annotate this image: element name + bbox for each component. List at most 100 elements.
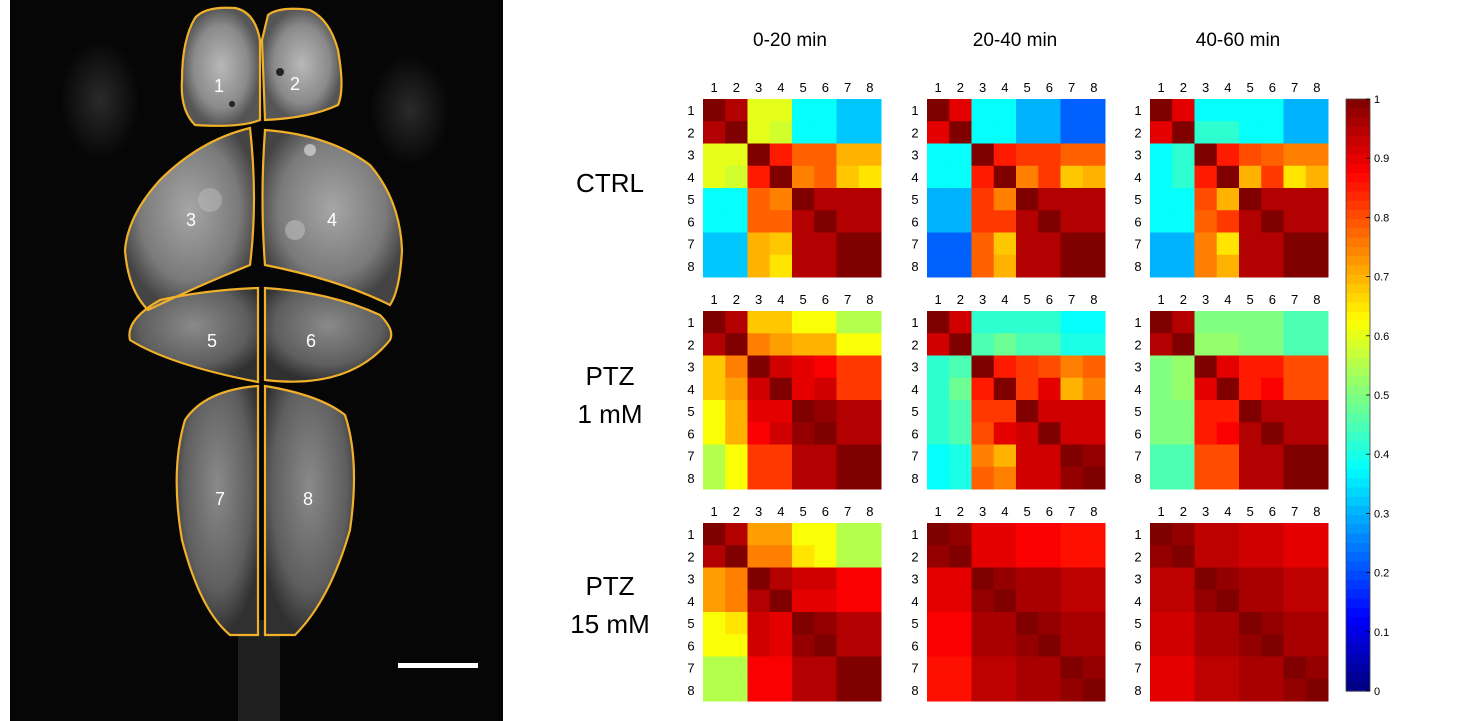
heatmap-cell (1194, 210, 1218, 233)
heatmap-cell (814, 545, 837, 568)
heatmap-cell (836, 188, 860, 211)
heatmap-cell (1216, 400, 1240, 423)
heatmap-cell (814, 143, 837, 167)
heatmap-cell (1194, 466, 1218, 490)
heatmap-cell (971, 143, 995, 167)
heatmap-cell (1216, 121, 1240, 144)
colorbar-segment (1346, 311, 1370, 322)
y-tick-label: 3 (911, 148, 918, 163)
y-tick-label: 6 (911, 214, 918, 229)
heatmap-cell (949, 678, 972, 702)
heatmap-cell (747, 589, 771, 613)
heatmap-cell (814, 400, 837, 423)
heatmap-cell (927, 143, 950, 167)
region-label: 7 (215, 489, 225, 509)
heatmap-cell (927, 612, 950, 635)
heatmap-cell (949, 377, 972, 401)
heatmap-cell (1194, 444, 1218, 468)
heatmap-cell (747, 333, 771, 356)
x-tick-label: 7 (1291, 80, 1298, 95)
heatmap-cell (1038, 612, 1061, 635)
heatmap-cell (1172, 355, 1195, 379)
heatmap-cell (949, 311, 972, 334)
heatmap-cell (1060, 210, 1084, 233)
heatmap-cell (792, 121, 815, 144)
heatmap-cell (1172, 311, 1195, 334)
heatmap-cell (1172, 210, 1195, 233)
heatmap-cell (858, 333, 882, 356)
heatmap-cell (1283, 567, 1307, 591)
colorbar-segment (1346, 672, 1370, 683)
heatmap-cell (836, 466, 860, 490)
heatmap-cell (1038, 188, 1061, 211)
heatmap-cell (971, 333, 995, 356)
x-tick-label: 2 (957, 504, 964, 519)
x-tick-label: 3 (979, 80, 986, 95)
heatmap-cell (703, 444, 726, 468)
x-tick-label: 6 (1046, 504, 1053, 519)
region-label: 3 (186, 210, 196, 230)
x-tick-label: 7 (1068, 504, 1075, 519)
colorbar-segment (1346, 219, 1370, 230)
colorbar-segment (1346, 524, 1370, 535)
heatmap-cell (814, 377, 837, 401)
heatmap-cell (1261, 589, 1284, 613)
x-tick-label: 2 (957, 80, 964, 95)
heatmap-cell (747, 466, 771, 490)
heatmap-cell (1016, 545, 1039, 568)
x-tick-label: 5 (800, 80, 807, 95)
x-tick-label: 6 (1269, 504, 1276, 519)
heatmap-cell (1283, 99, 1307, 122)
heatmap-cell (703, 355, 726, 379)
heatmap-cell (1082, 589, 1106, 613)
heatmap-cell (1060, 377, 1084, 401)
heatmap-cell (1261, 656, 1284, 680)
colorbar-segment (1346, 191, 1370, 202)
heatmap-cell (747, 355, 771, 379)
heatmap-cell (1172, 232, 1195, 256)
heatmap-cell (792, 612, 815, 635)
heatmap-cell (1239, 678, 1262, 702)
heatmap-cell (792, 656, 815, 680)
heatmap-cell (1283, 333, 1307, 356)
heatmap-cell (927, 567, 950, 591)
x-tick-label: 8 (1313, 80, 1320, 95)
heatmap-cell (703, 589, 726, 613)
heatmap-cell (1082, 400, 1106, 423)
y-tick-label: 1 (687, 315, 694, 330)
heatmap-cell (1305, 311, 1329, 334)
heatmap-cell (1172, 589, 1195, 613)
heatmap-cell (1016, 377, 1039, 401)
heatmap-cell (814, 523, 837, 546)
heatmap-cell (949, 466, 972, 490)
heatmap-cell (1216, 355, 1240, 379)
heatmap-cell (1283, 466, 1307, 490)
row-header: PTZ 15 mM (550, 567, 670, 643)
heatmap-cell (949, 444, 972, 468)
heatmap-cell (1082, 143, 1106, 167)
heatmap-cell (1082, 656, 1106, 680)
heatmap-cell (1283, 545, 1307, 568)
x-tick-label: 7 (844, 80, 851, 95)
heatmap-cell (703, 254, 726, 278)
heatmap-cell (703, 422, 726, 445)
heatmap-cell (747, 545, 771, 568)
x-tick-label: 4 (1224, 504, 1231, 519)
x-tick-label: 8 (1090, 292, 1097, 307)
colorbar-segment (1346, 265, 1370, 276)
heatmap-cell (1283, 355, 1307, 379)
heatmap-cell (949, 545, 972, 568)
y-tick-label: 5 (1134, 404, 1141, 419)
y-tick-label: 3 (1134, 360, 1141, 375)
colorbar-segment (1346, 330, 1370, 341)
region-6-fill (265, 288, 392, 382)
heatmap-cell (971, 545, 995, 568)
heatmap-cell (858, 355, 882, 379)
heatmap-cell (927, 210, 950, 233)
heatmap-cell (1038, 99, 1061, 122)
colorbar-segment (1346, 210, 1370, 220)
y-tick-label: 5 (687, 404, 694, 419)
x-tick-label: 8 (1090, 504, 1097, 519)
